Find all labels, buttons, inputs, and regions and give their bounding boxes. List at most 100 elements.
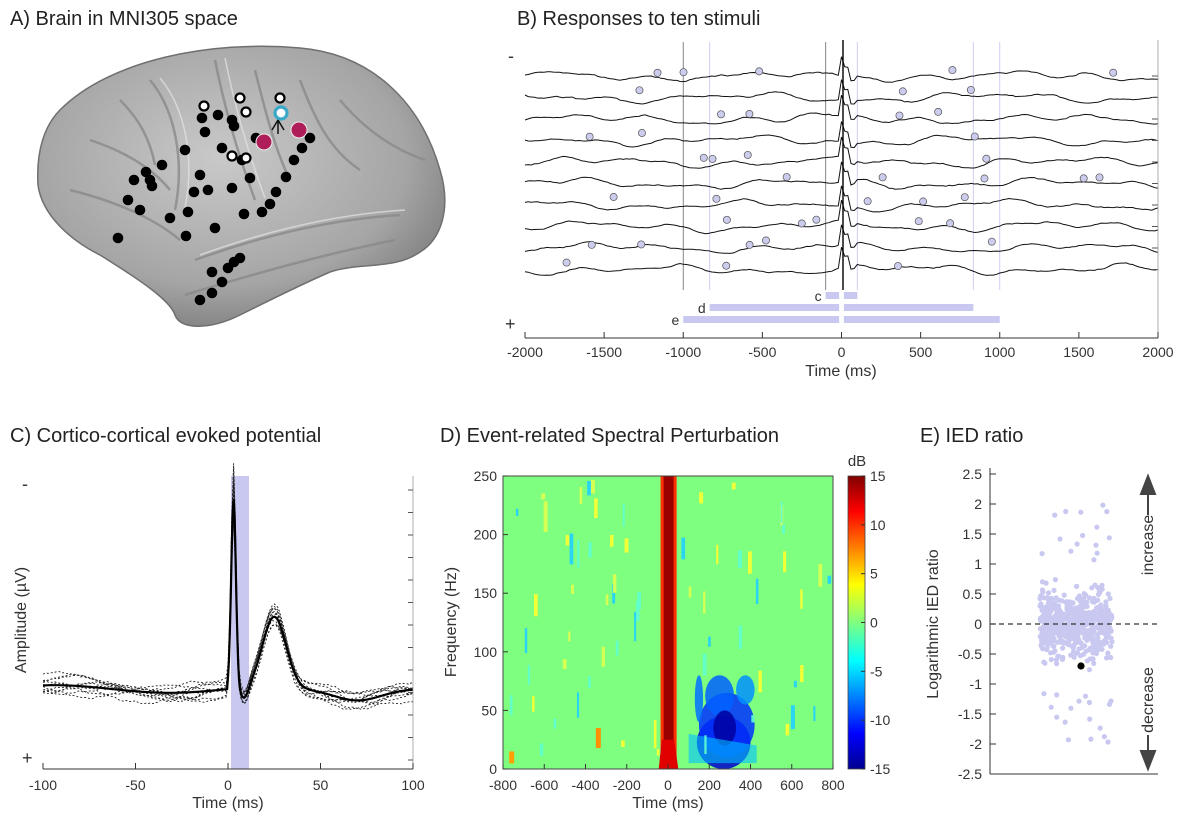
electrode bbox=[296, 142, 308, 154]
response-trace bbox=[524, 185, 1159, 213]
response-trace bbox=[524, 121, 1159, 149]
tick-label: -50 bbox=[125, 777, 145, 793]
tick-label: -1 bbox=[970, 676, 983, 692]
ied-ratio-point bbox=[1089, 637, 1095, 643]
ied-ratio-point bbox=[1040, 589, 1046, 595]
ied-ratio-point bbox=[1045, 590, 1052, 596]
window-bar bbox=[843, 304, 974, 311]
ied-ratio-point bbox=[1041, 612, 1047, 618]
window-bar bbox=[843, 292, 858, 299]
electrode bbox=[156, 159, 168, 171]
ied-ratio-point bbox=[1103, 621, 1109, 627]
ied-ratio-point bbox=[1080, 651, 1087, 657]
ersp-decrease-blob bbox=[705, 675, 734, 717]
tick-label: 1 bbox=[974, 556, 982, 572]
ied-ratio-point bbox=[1084, 603, 1090, 610]
tick-label: 100 bbox=[401, 777, 425, 793]
ied-ratio-point bbox=[1087, 656, 1093, 662]
ied-ratio-point bbox=[1071, 654, 1077, 660]
response-trace bbox=[524, 199, 1159, 235]
ersp-streak bbox=[737, 550, 742, 568]
ied-ratio-point bbox=[1076, 698, 1082, 704]
window-bar bbox=[825, 292, 840, 299]
tick-label: -2 bbox=[970, 736, 983, 752]
ied-ratio-point bbox=[1051, 587, 1057, 594]
response-trace bbox=[524, 94, 1159, 125]
panel-e-plot: 2.5 2 1.5 1 0.5 0 -0.5 -1 -1.5 -2 -2.5 Logarithmic… bbox=[925, 466, 1158, 782]
ersp-streak bbox=[624, 538, 629, 553]
colorbar-tick-label: -5 bbox=[870, 663, 883, 679]
ied-ratio-point bbox=[1054, 714, 1060, 720]
ied-ratio-point bbox=[1078, 509, 1084, 515]
ied-ratio-point bbox=[1060, 638, 1066, 645]
ied-ratio-point bbox=[1047, 602, 1053, 609]
electrode bbox=[179, 144, 191, 156]
ied-ratio-point bbox=[1083, 592, 1089, 598]
ied-ratio-point bbox=[1052, 577, 1058, 583]
colorbar-tick-label: -10 bbox=[870, 712, 890, 728]
ied-marker bbox=[946, 219, 955, 228]
panel-d-xlabel: Time (ms) bbox=[632, 795, 703, 812]
ersp-streak bbox=[571, 584, 575, 594]
ied-ratio-point bbox=[1062, 719, 1068, 725]
ied-ratio-point bbox=[1099, 586, 1105, 592]
ied-marker bbox=[987, 237, 996, 246]
ied-ratio-point bbox=[1100, 641, 1107, 647]
ersp-streak bbox=[568, 631, 571, 642]
ersp-low-increase bbox=[658, 739, 679, 769]
ied-marker bbox=[679, 68, 688, 77]
tick-label: 250 bbox=[474, 468, 498, 484]
single-trial-trace bbox=[42, 483, 414, 700]
ersp-streak bbox=[569, 533, 574, 565]
ied-marker bbox=[919, 197, 928, 206]
ied-marker bbox=[708, 154, 717, 163]
ersp-decrease-blob bbox=[736, 675, 755, 705]
arrow-icon bbox=[271, 119, 285, 134]
ied-ratio-point bbox=[1039, 637, 1045, 643]
ersp-streak bbox=[716, 544, 719, 565]
ied-ratio-point bbox=[1052, 618, 1059, 624]
decrease-arrow-icon bbox=[1139, 735, 1157, 772]
ied-ratio-point bbox=[1060, 654, 1066, 661]
response-trace bbox=[524, 136, 1159, 169]
ied-ratio-point bbox=[1086, 647, 1092, 653]
electrode-white bbox=[226, 150, 238, 162]
tick-label: 1000 bbox=[984, 344, 1015, 360]
ersp-streak bbox=[532, 696, 535, 712]
ersp-streak bbox=[565, 535, 570, 546]
ied-ratio-point bbox=[1106, 626, 1112, 632]
colorbar-tick-label: 0 bbox=[870, 615, 878, 631]
tick-label: -600 bbox=[530, 777, 558, 793]
tick-label: 0 bbox=[664, 777, 672, 793]
ied-ratio-point bbox=[1041, 595, 1047, 601]
electrode bbox=[216, 276, 228, 288]
ied-ratio-point bbox=[1094, 550, 1100, 556]
panel-c-plus: + bbox=[22, 748, 33, 768]
ied-ratio-point bbox=[1060, 645, 1066, 651]
ersp-streak bbox=[731, 482, 736, 490]
ied-ratio-point bbox=[1042, 629, 1048, 635]
ersp-edge bbox=[660, 476, 664, 769]
ied-marker bbox=[934, 107, 943, 116]
tick-label: -100 bbox=[29, 777, 57, 793]
ied-ratio-point bbox=[1068, 548, 1074, 554]
ied-ratio-point bbox=[1068, 705, 1074, 711]
colorbar-tick-label: 10 bbox=[870, 517, 886, 533]
ied-ratio-point bbox=[1086, 595, 1093, 601]
ied-ratio-point bbox=[1082, 643, 1088, 649]
single-trial-trace bbox=[42, 507, 414, 702]
ersp-streak bbox=[579, 487, 583, 505]
tick-label: 0 bbox=[224, 777, 232, 793]
tick-label: 2 bbox=[974, 496, 982, 512]
ied-marker bbox=[782, 173, 791, 181]
electrode bbox=[226, 182, 238, 194]
ersp-streak bbox=[595, 727, 601, 748]
ied-marker bbox=[1109, 68, 1118, 77]
ied-ratio-point bbox=[1091, 616, 1097, 622]
ied-ratio-point bbox=[1066, 611, 1072, 617]
ied-ratio-point bbox=[1093, 542, 1099, 548]
ied-ratio-point bbox=[1053, 657, 1059, 663]
ied-ratio-point bbox=[1054, 639, 1060, 645]
ied-ratio-point bbox=[1075, 629, 1082, 635]
ied-marker bbox=[712, 194, 721, 203]
